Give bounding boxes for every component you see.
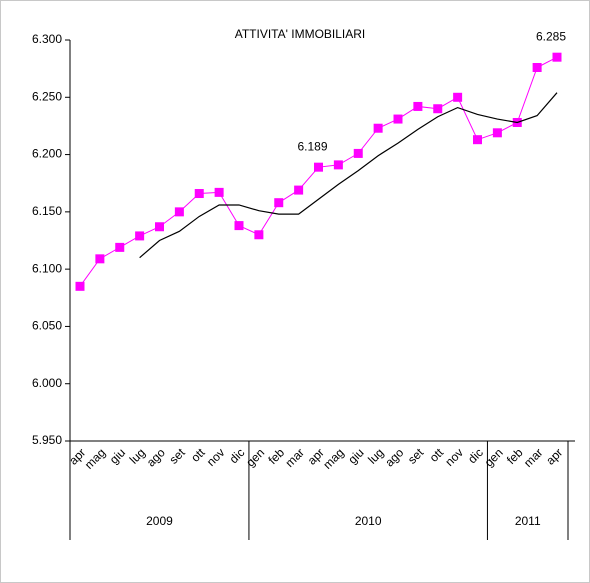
data-point [174,207,184,217]
data-point [95,254,105,264]
data-point [294,185,304,195]
data-point [353,148,363,158]
data-point [274,198,284,208]
series-line [139,92,558,259]
data-point [373,123,383,133]
group-label: 2010 [355,514,382,528]
y-tick-label: 6.250 [32,89,62,103]
data-point [333,160,343,170]
y-tick-label: 6.300 [32,32,62,46]
data-point [552,52,562,62]
y-tick-label: 5.950 [32,433,62,447]
data-point [194,189,204,199]
data-point [473,135,482,145]
data-point [453,92,463,102]
data-label: 6.189 [297,139,327,153]
data-point [75,281,85,291]
data-point [254,230,264,240]
y-tick-label: 6.000 [32,376,62,390]
chart-title: ATTIVITA' IMMOBILIARI [235,27,366,41]
y-tick-label: 6.150 [32,204,62,218]
data-point [314,162,323,172]
data-point [155,222,164,232]
data-point [234,221,244,231]
data-point [433,104,443,114]
data-point [393,114,403,124]
data-point [214,187,224,197]
data-label: 6.285 [536,29,566,43]
y-tick-label: 6.100 [32,261,62,275]
y-tick-label: 6.050 [32,319,62,333]
group-label: 2009 [146,514,173,528]
data-point [532,62,542,72]
data-point [492,128,502,138]
y-tick-label: 6.200 [32,147,62,161]
data-point [413,101,423,111]
data-point [135,231,145,241]
data-point [115,242,125,252]
group-label: 2011 [515,514,541,528]
